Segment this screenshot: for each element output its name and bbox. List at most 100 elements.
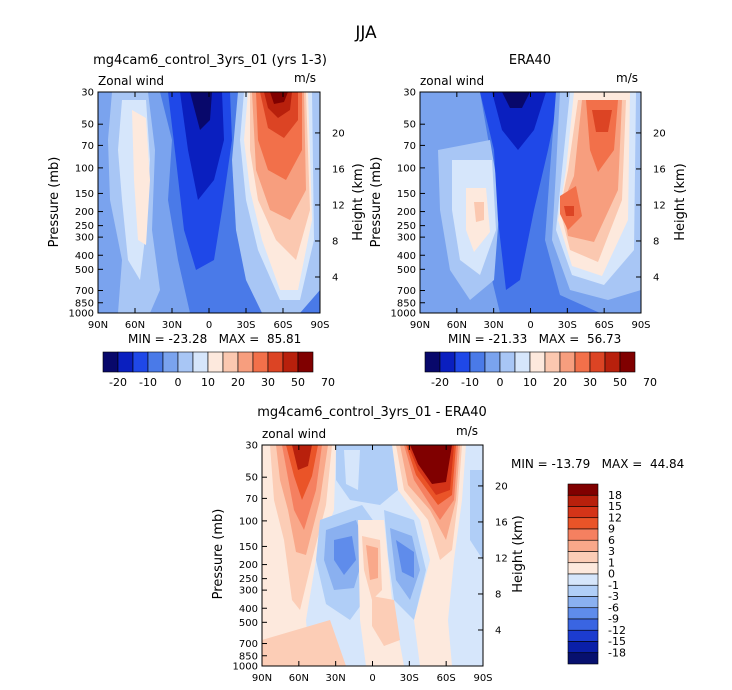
- colorbar-swatch: [567, 596, 599, 609]
- colorbar-swatch: [574, 351, 591, 373]
- y2-tick-label: 4: [495, 625, 501, 636]
- colorbar-swatch: [567, 506, 599, 519]
- y-tick-label: 200: [75, 207, 94, 218]
- colorbar-label: 10: [201, 376, 215, 389]
- colorbar-swatch: [222, 351, 239, 373]
- colorbar-swatch: [567, 607, 599, 620]
- panel-model: mg4cam6_control_3yrs_01 (yrs 1-3) Zonal …: [47, 53, 366, 346]
- x-tick-label: 60N: [447, 320, 467, 331]
- colorbar-swatch: [567, 528, 599, 541]
- panel-title: mg4cam6_control_3yrs_01 - ERA40: [257, 405, 487, 420]
- y-tick-label: 200: [397, 207, 416, 218]
- colorbar-label: 70: [643, 376, 657, 389]
- y-tick-label: 500: [239, 618, 258, 629]
- y-tick-label: 30: [81, 88, 94, 99]
- colorbar-label: 0: [175, 376, 182, 389]
- colorbar-swatch: [567, 584, 599, 597]
- y2-tick-label: 16: [332, 164, 345, 175]
- y-tick-label: 70: [245, 494, 258, 505]
- y2-axis-label: Height (km): [511, 515, 526, 592]
- colorbar-label: -20: [109, 376, 127, 389]
- colorbar-swatch: [207, 351, 224, 373]
- colorbar-label: -9: [608, 613, 619, 626]
- y-tick-label: 150: [397, 189, 416, 200]
- y-tick-label: 400: [397, 251, 416, 262]
- y-axis-label: Pressure (mb): [211, 509, 226, 600]
- colorbar-label: 10: [523, 376, 537, 389]
- axes-panel-2: 90N 60N 30N 0 30S 60S 90S 30 50 70 100 150 200 250300…: [233, 441, 508, 685]
- field-band: [180, 92, 224, 200]
- field-band: [474, 202, 484, 222]
- colorbar-label: -12: [608, 624, 626, 637]
- colorbar-swatch: [117, 351, 134, 373]
- y-tick-label: 250: [75, 221, 94, 232]
- axes-panel-1: 90N 60N 30N 0 30S 60S 90S 30 50 70 100 150 200 250300…: [391, 88, 666, 332]
- colorbar-label: -3: [608, 590, 619, 603]
- colorbar-swatch: [469, 351, 486, 373]
- colorbar-swatch: [567, 483, 599, 496]
- colorbar-swatch: [559, 351, 576, 373]
- x-tick-label: 60S: [595, 320, 614, 331]
- colorbar-label: -15: [608, 635, 626, 648]
- y-tick-label: 150: [239, 542, 258, 553]
- y-tick-label: 700: [239, 639, 258, 650]
- axes-panel-0: 90N 60N 30N 0 30S 60S 90S 30 50 70 100 150 200 250300…: [69, 88, 345, 332]
- colorbar-swatch: [102, 351, 119, 373]
- colorbar-swatch: [567, 551, 599, 564]
- colorbar-label: 0: [608, 568, 615, 581]
- colorbar-swatch: [567, 517, 599, 530]
- y-tick-label: 300: [397, 233, 416, 244]
- colorbar-label: 15: [608, 500, 622, 513]
- units-label: m/s: [456, 424, 478, 438]
- x-tick-label: 0: [206, 320, 212, 331]
- x-tick-label: 30S: [558, 320, 577, 331]
- colorbar-swatch: [567, 494, 599, 507]
- colorbar-swatch: [297, 351, 314, 373]
- field-band: [286, 445, 318, 500]
- colorbar-swatch: [567, 629, 599, 642]
- panel-difference: mg4cam6_control_3yrs_01 - ERA40 zonal wi…: [211, 405, 684, 667]
- stats-text: MIN = -13.79 MAX = 44.84: [511, 457, 684, 471]
- y-tick-label: 850: [397, 298, 416, 309]
- y2-tick-label: 16: [653, 164, 666, 175]
- stats-text: MIN = -23.28 MAX = 85.81: [128, 332, 301, 346]
- y-axis-label: Pressure (mb): [47, 157, 62, 248]
- colorbar-label: -18: [608, 646, 626, 659]
- colorbar-horizontal: -20 -10 0 10 20 30 50 70: [102, 351, 335, 389]
- x-tick-label: 90N: [88, 320, 108, 331]
- field-band: [592, 110, 612, 132]
- y2-tick-label: 12: [332, 200, 345, 211]
- x-tick-label: 90N: [410, 320, 430, 331]
- colorbar-label: 70: [321, 376, 335, 389]
- colorbar-label: 12: [608, 511, 622, 524]
- colorbar-horizontal: -20 -10 0 10 20 30 50 70: [424, 351, 657, 389]
- colorbar-swatch: [567, 618, 599, 631]
- colorbar-swatch: [282, 351, 299, 373]
- colorbar-swatch: [177, 351, 194, 373]
- colorbar-swatch: [567, 641, 599, 654]
- colorbar-swatch: [567, 562, 599, 575]
- y-tick-label: 700: [397, 286, 416, 297]
- y2-tick-label: 20: [495, 481, 508, 492]
- y2-tick-label: 20: [332, 128, 345, 139]
- y-tick-label: 50: [403, 120, 416, 131]
- x-tick-label: 90S: [310, 320, 329, 331]
- y-tick-label: 100: [239, 516, 258, 527]
- field-band: [564, 206, 574, 216]
- colorbar-label: 30: [583, 376, 597, 389]
- x-tick-label: 60S: [273, 320, 292, 331]
- y-tick-label: 400: [75, 251, 94, 262]
- field-band: [396, 540, 414, 578]
- field-band: [132, 110, 150, 245]
- y-tick-label: 700: [75, 286, 94, 297]
- x-tick-label: 0: [527, 320, 533, 331]
- colorbar-swatch: [192, 351, 209, 373]
- y-tick-label: 300: [239, 586, 258, 597]
- y-tick-label: 100: [75, 163, 94, 174]
- colorbar-label: -20: [431, 376, 449, 389]
- x-tick-label: 30N: [162, 320, 182, 331]
- colorbar-label: 50: [613, 376, 627, 389]
- x-tick-label: 30N: [484, 320, 504, 331]
- colorbar-swatch: [514, 351, 531, 373]
